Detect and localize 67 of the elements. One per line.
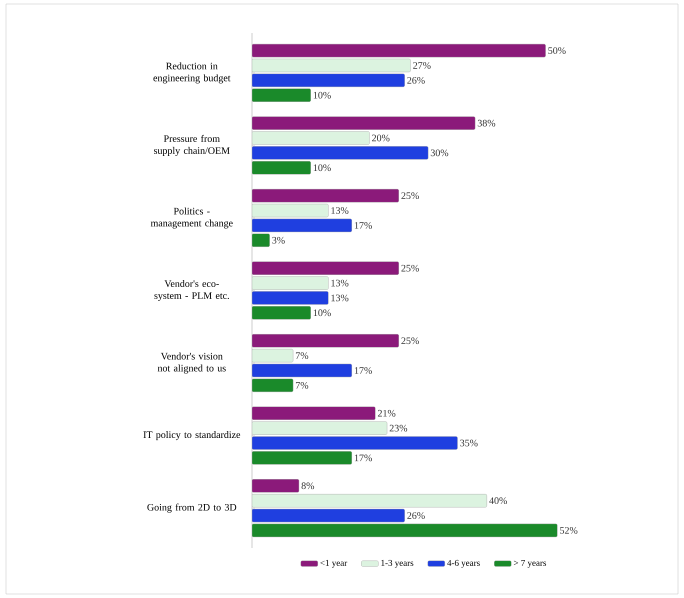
- bar: [252, 378, 294, 392]
- data-label: 21%: [378, 410, 396, 417]
- bar: [252, 261, 399, 275]
- bar: [252, 436, 458, 450]
- y-tick-label: Politics - management change: [150, 207, 233, 228]
- y-tick-label: IT policy to standardize: [143, 431, 240, 440]
- data-label: 26%: [407, 512, 425, 519]
- data-label: 8%: [302, 482, 314, 490]
- data-label: 30%: [430, 149, 448, 156]
- bar: [252, 306, 311, 320]
- data-label: 13%: [331, 280, 348, 286]
- bar: [252, 421, 388, 435]
- data-label: 26%: [407, 76, 425, 84]
- bar: [252, 204, 329, 218]
- data-label: 10%: [314, 92, 331, 99]
- data-label: 25%: [401, 264, 419, 272]
- bar: [252, 508, 405, 522]
- bar: [252, 188, 399, 202]
- data-label: 52%: [560, 527, 578, 534]
- bar: [252, 58, 411, 72]
- bar: [252, 524, 558, 538]
- data-label: 13%: [331, 207, 348, 214]
- legend-label: 1-3 years: [381, 560, 414, 568]
- bar: [252, 116, 476, 130]
- y-tick-label: Vendor's vision not aligned to us: [158, 352, 226, 374]
- data-label: 7%: [296, 352, 308, 359]
- data-label: 27%: [413, 62, 431, 69]
- y-tick-label: Pressure from supply chain/OEM: [154, 134, 230, 156]
- data-label: 10%: [314, 309, 331, 316]
- bar: [252, 44, 546, 58]
- data-label: 17%: [354, 222, 372, 229]
- legend-label: > 7 years: [514, 560, 546, 568]
- data-label: 17%: [354, 454, 372, 462]
- bar: [252, 364, 352, 378]
- bar: [252, 146, 428, 160]
- y-tick-label: Reduction in engineering budget: [153, 62, 230, 84]
- bar: [252, 218, 352, 232]
- bar: [252, 131, 370, 145]
- bar: [252, 451, 352, 465]
- data-label: 40%: [489, 497, 507, 504]
- data-label: 23%: [390, 424, 408, 432]
- data-label: 25%: [401, 192, 419, 200]
- y-tick-label: Going from 2D to 3D: [147, 504, 236, 513]
- bar: [252, 348, 294, 362]
- bar: [252, 479, 300, 493]
- data-label: 38%: [478, 120, 496, 127]
- bar: [252, 74, 405, 88]
- data-label: 3%: [272, 236, 285, 244]
- data-label: 50%: [548, 47, 566, 54]
- bar: [252, 334, 399, 348]
- bar: [252, 406, 376, 420]
- legend-label: 4-6 years: [447, 560, 480, 568]
- y-tick-label: Vendor's eco-system - PLM etc.: [154, 280, 229, 302]
- data-label: 7%: [296, 382, 308, 389]
- data-label: 17%: [354, 367, 372, 374]
- bar: [252, 276, 329, 290]
- data-label: 20%: [372, 134, 390, 142]
- bar: [252, 494, 488, 508]
- data-label: 25%: [401, 337, 419, 344]
- data-label: 35%: [460, 440, 478, 446]
- bar: [252, 161, 311, 174]
- data-label: 13%: [331, 294, 348, 302]
- bar: [252, 291, 329, 305]
- bar: [252, 234, 270, 248]
- bar: [252, 88, 311, 102]
- data-label: 10%: [314, 164, 331, 172]
- legend-label: <1 year: [320, 560, 348, 568]
